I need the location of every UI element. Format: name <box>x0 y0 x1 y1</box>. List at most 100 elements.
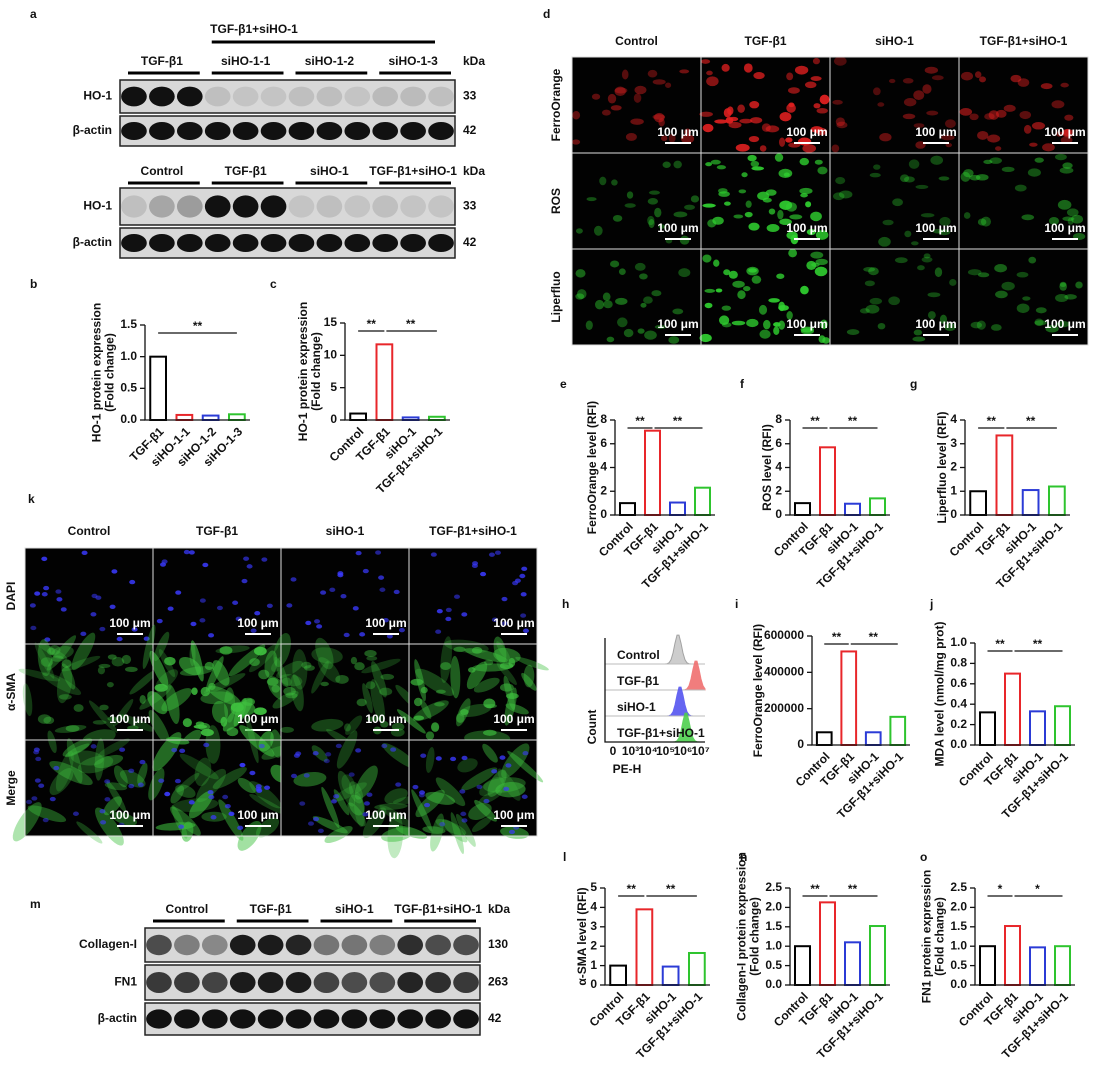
cell <box>647 69 658 78</box>
y-tick-label: 0.2 <box>950 717 967 731</box>
bar <box>995 434 1014 516</box>
significance-label: ** <box>666 882 676 896</box>
fiber <box>276 660 303 679</box>
blot-band <box>425 934 451 956</box>
cell <box>435 689 446 694</box>
cell <box>745 200 752 208</box>
bar <box>635 908 654 987</box>
blot-band <box>149 86 175 107</box>
cell <box>286 603 293 608</box>
cell <box>1003 104 1016 112</box>
blot-strip <box>144 1002 481 1036</box>
cell <box>877 322 886 330</box>
cell <box>618 268 626 275</box>
cell <box>763 319 771 330</box>
cell <box>819 94 830 105</box>
fiber <box>292 649 308 690</box>
fiber <box>49 768 74 796</box>
fiber <box>396 709 426 734</box>
group-header: TGF-β1+siHO-1 <box>210 22 298 36</box>
cell <box>241 578 248 584</box>
cell <box>188 550 195 555</box>
cell <box>183 549 190 555</box>
cell <box>737 104 745 113</box>
cell <box>316 624 323 629</box>
cell <box>191 687 198 696</box>
cell <box>48 645 61 655</box>
cell <box>761 123 771 132</box>
cell <box>266 603 273 608</box>
fiber <box>212 660 230 686</box>
cell <box>576 289 587 299</box>
cell <box>873 164 881 170</box>
cell <box>699 111 713 117</box>
cell <box>190 621 197 627</box>
cell <box>340 594 347 599</box>
cell <box>817 166 828 175</box>
cell <box>365 681 376 690</box>
axis <box>974 643 1075 746</box>
cell <box>506 692 519 700</box>
cell <box>335 674 349 684</box>
micrograph: 100 μm <box>280 730 425 859</box>
cell <box>911 241 919 246</box>
cell <box>100 820 107 825</box>
panel-label: e <box>560 377 567 391</box>
bar <box>794 945 811 987</box>
cell <box>805 201 812 208</box>
y-tick-label: 5 <box>590 880 597 894</box>
y-tick-label: 2.5 <box>950 880 967 894</box>
cell <box>104 779 111 784</box>
y-tick-label: 0.8 <box>950 656 967 670</box>
y-tick-label: 1.0 <box>950 635 967 649</box>
cell <box>1061 128 1075 138</box>
cell <box>575 293 585 300</box>
fiber <box>311 745 328 762</box>
cell <box>461 755 468 761</box>
scale-bar-label: 100 μm <box>657 221 698 235</box>
cell <box>743 285 751 292</box>
scale-bar-label: 100 μm <box>365 712 406 726</box>
bar <box>688 951 706 986</box>
bar <box>979 945 996 987</box>
y-tick-label: 0 <box>600 507 607 521</box>
scale-bar-label: 100 μm <box>493 808 534 822</box>
cell <box>969 174 981 181</box>
micrograph-bg <box>830 249 959 345</box>
column-header: Control <box>68 524 111 538</box>
bar <box>201 414 220 422</box>
cell <box>606 336 615 343</box>
cell <box>979 76 987 83</box>
y-axis-label: FN1 protein expression <box>920 870 934 1003</box>
cell <box>420 686 428 694</box>
fiber <box>384 788 408 805</box>
lane-label: Control <box>141 164 184 178</box>
y-tick-label: 2 <box>950 460 957 474</box>
cell <box>435 629 442 634</box>
cell <box>658 224 665 229</box>
cell <box>301 661 312 669</box>
axis <box>789 420 890 516</box>
blot-band <box>232 122 259 140</box>
blot-band <box>372 234 399 252</box>
cell <box>363 801 370 806</box>
blot-band <box>288 234 315 252</box>
fiber <box>412 700 449 722</box>
cell <box>786 103 796 113</box>
fiber <box>495 781 526 798</box>
cell <box>814 159 823 165</box>
fiber <box>205 725 221 764</box>
cell <box>888 296 900 306</box>
cell <box>380 673 395 680</box>
y-tick-label: 400000 <box>764 665 804 679</box>
micrograph-bg <box>830 57 959 153</box>
row-header: Merge <box>4 770 18 806</box>
fiber <box>70 750 104 766</box>
fiber <box>312 816 348 834</box>
cell <box>702 123 714 133</box>
cell <box>271 684 280 693</box>
panel-label: g <box>910 377 917 391</box>
blot-band <box>204 195 231 218</box>
cell <box>178 824 185 829</box>
cell <box>987 134 1001 143</box>
